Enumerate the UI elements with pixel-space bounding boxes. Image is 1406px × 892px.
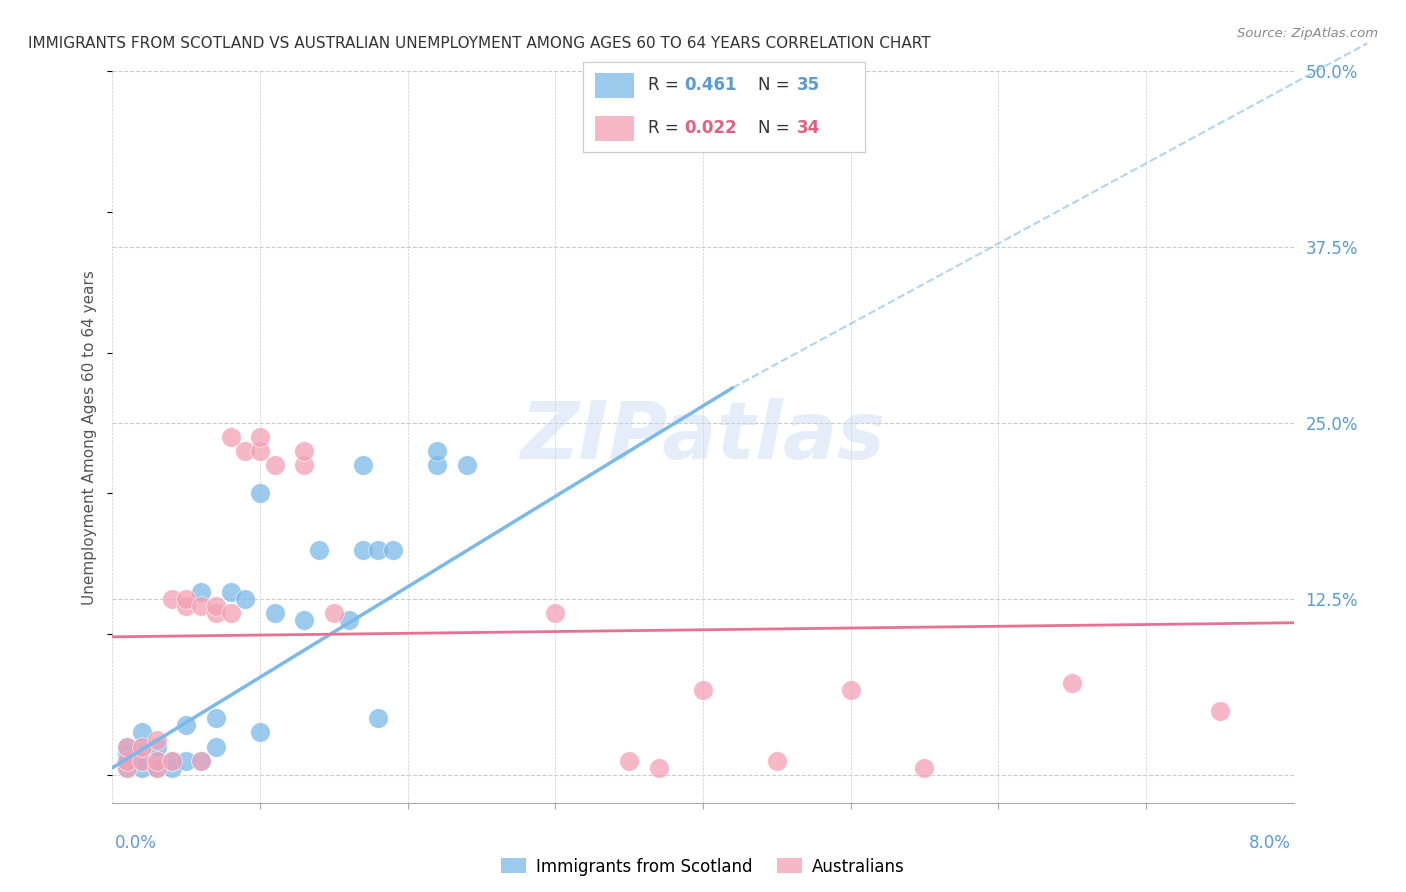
Legend: Immigrants from Scotland, Australians: Immigrants from Scotland, Australians <box>494 851 912 882</box>
Point <box>367 542 389 557</box>
Point <box>160 591 183 606</box>
Text: 0.0%: 0.0% <box>115 834 157 852</box>
Point <box>205 606 228 620</box>
Point <box>367 711 389 725</box>
Point <box>249 725 271 739</box>
Point <box>146 754 169 768</box>
Point <box>426 458 449 473</box>
Point <box>131 739 153 754</box>
Point <box>190 584 212 599</box>
Point <box>117 761 138 775</box>
Point <box>249 430 271 444</box>
Point <box>233 591 256 606</box>
Bar <box>595 116 634 141</box>
Point <box>160 761 183 775</box>
Point <box>219 584 242 599</box>
Point <box>174 754 197 768</box>
Text: N =: N = <box>758 76 789 95</box>
Point <box>456 458 478 473</box>
Point <box>174 591 197 606</box>
Point <box>382 542 405 557</box>
Point <box>219 606 242 620</box>
Point <box>249 444 271 458</box>
Point <box>308 542 330 557</box>
Point <box>544 606 567 620</box>
Point <box>205 711 228 725</box>
Point <box>205 599 228 613</box>
Point <box>160 754 183 768</box>
Point <box>174 599 197 613</box>
Point <box>160 754 183 768</box>
Point <box>219 430 242 444</box>
Point <box>131 739 153 754</box>
Text: 0.461: 0.461 <box>685 76 737 95</box>
Point <box>131 754 153 768</box>
Point <box>292 613 315 627</box>
Text: R =: R = <box>648 76 679 95</box>
Point <box>292 444 315 458</box>
Point <box>249 486 271 500</box>
Point <box>131 761 153 775</box>
Point <box>117 761 138 775</box>
Point <box>131 754 153 768</box>
Point <box>117 739 138 754</box>
Text: ZIPatlas: ZIPatlas <box>520 398 886 476</box>
Point <box>323 606 346 620</box>
Point <box>131 725 153 739</box>
Text: 35: 35 <box>797 76 820 95</box>
Point <box>117 747 138 761</box>
Bar <box>595 73 634 98</box>
Text: IMMIGRANTS FROM SCOTLAND VS AUSTRALIAN UNEMPLOYMENT AMONG AGES 60 TO 64 YEARS CO: IMMIGRANTS FROM SCOTLAND VS AUSTRALIAN U… <box>28 36 931 51</box>
Text: Source: ZipAtlas.com: Source: ZipAtlas.com <box>1237 27 1378 40</box>
Point <box>146 761 169 775</box>
Point <box>146 761 169 775</box>
Point <box>914 761 936 775</box>
Y-axis label: Unemployment Among Ages 60 to 64 years: Unemployment Among Ages 60 to 64 years <box>82 269 97 605</box>
Point <box>205 739 228 754</box>
Text: 0.022: 0.022 <box>685 119 737 137</box>
Point <box>190 754 212 768</box>
Point <box>692 683 714 698</box>
Point <box>352 458 374 473</box>
Point <box>190 754 212 768</box>
Point <box>292 458 315 473</box>
Point <box>146 732 169 747</box>
Point <box>352 542 374 557</box>
Point <box>647 761 671 775</box>
Point <box>117 739 138 754</box>
Point <box>839 683 862 698</box>
Point <box>146 754 169 768</box>
Text: N =: N = <box>758 119 789 137</box>
Point <box>426 444 449 458</box>
Point <box>619 754 641 768</box>
Text: R =: R = <box>648 119 679 137</box>
Point <box>233 444 256 458</box>
Point <box>146 739 169 754</box>
Point <box>337 613 360 627</box>
Point <box>264 458 287 473</box>
Point <box>190 599 212 613</box>
Point <box>264 606 287 620</box>
Point <box>174 718 197 732</box>
Text: 8.0%: 8.0% <box>1249 834 1291 852</box>
Text: 34: 34 <box>797 119 821 137</box>
Point <box>117 754 138 768</box>
Point <box>1208 705 1232 719</box>
Point <box>765 754 787 768</box>
Point <box>117 754 138 768</box>
Point <box>1062 676 1084 690</box>
